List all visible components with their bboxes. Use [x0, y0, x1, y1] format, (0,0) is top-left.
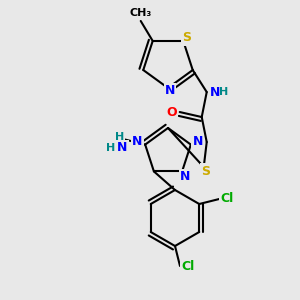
Text: H: H	[219, 87, 228, 97]
Text: N: N	[132, 135, 142, 148]
Text: N: N	[165, 85, 175, 98]
Text: Cl: Cl	[182, 260, 195, 272]
Text: Cl: Cl	[220, 193, 234, 206]
Text: N: N	[117, 141, 128, 154]
Text: N: N	[180, 170, 190, 183]
Text: CH₃: CH₃	[130, 8, 152, 18]
Text: S: S	[182, 32, 191, 44]
Text: O: O	[167, 106, 177, 118]
Text: H: H	[106, 142, 115, 153]
Text: S: S	[201, 164, 210, 178]
Text: N: N	[193, 135, 203, 148]
Text: N: N	[209, 85, 220, 98]
Text: H: H	[115, 132, 124, 142]
